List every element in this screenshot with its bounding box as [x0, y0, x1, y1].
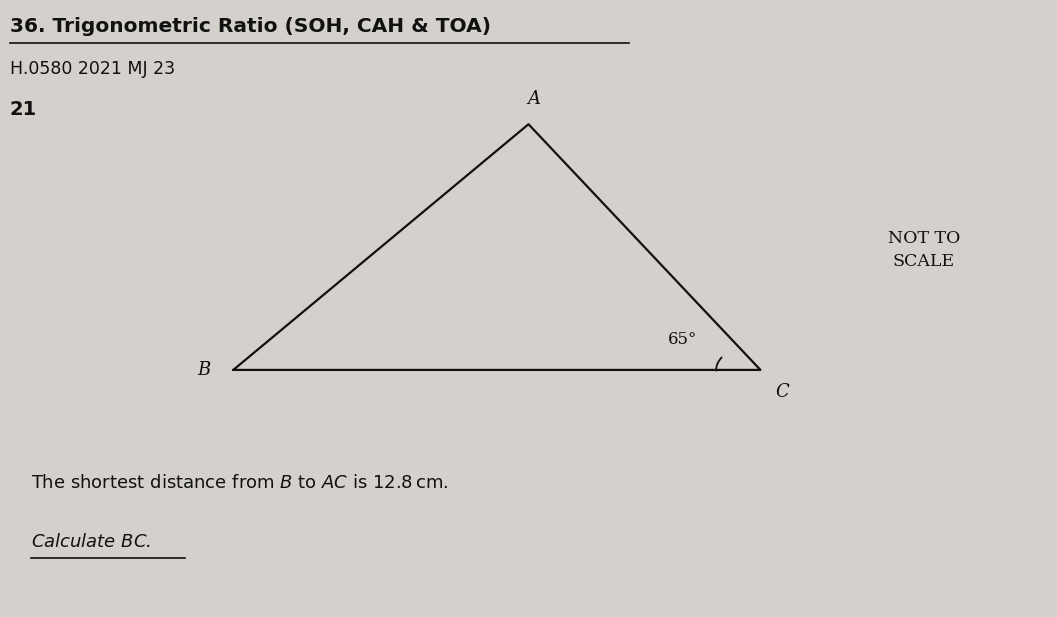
Text: C: C: [775, 383, 789, 402]
Text: Calculate $BC$.: Calculate $BC$.: [31, 532, 151, 551]
Text: 36. Trigonometric Ratio (SOH, CAH & TOA): 36. Trigonometric Ratio (SOH, CAH & TOA): [10, 17, 490, 36]
Text: The shortest distance from $B$ to $AC$ is 12.8 cm.: The shortest distance from $B$ to $AC$ i…: [31, 474, 448, 492]
Text: 21: 21: [10, 100, 37, 118]
Text: 65°: 65°: [668, 331, 698, 349]
Text: A: A: [527, 89, 540, 107]
Text: NOT TO
SCALE: NOT TO SCALE: [888, 230, 960, 270]
Text: H.0580 2021 MJ 23: H.0580 2021 MJ 23: [10, 60, 175, 78]
Text: B: B: [197, 361, 210, 379]
